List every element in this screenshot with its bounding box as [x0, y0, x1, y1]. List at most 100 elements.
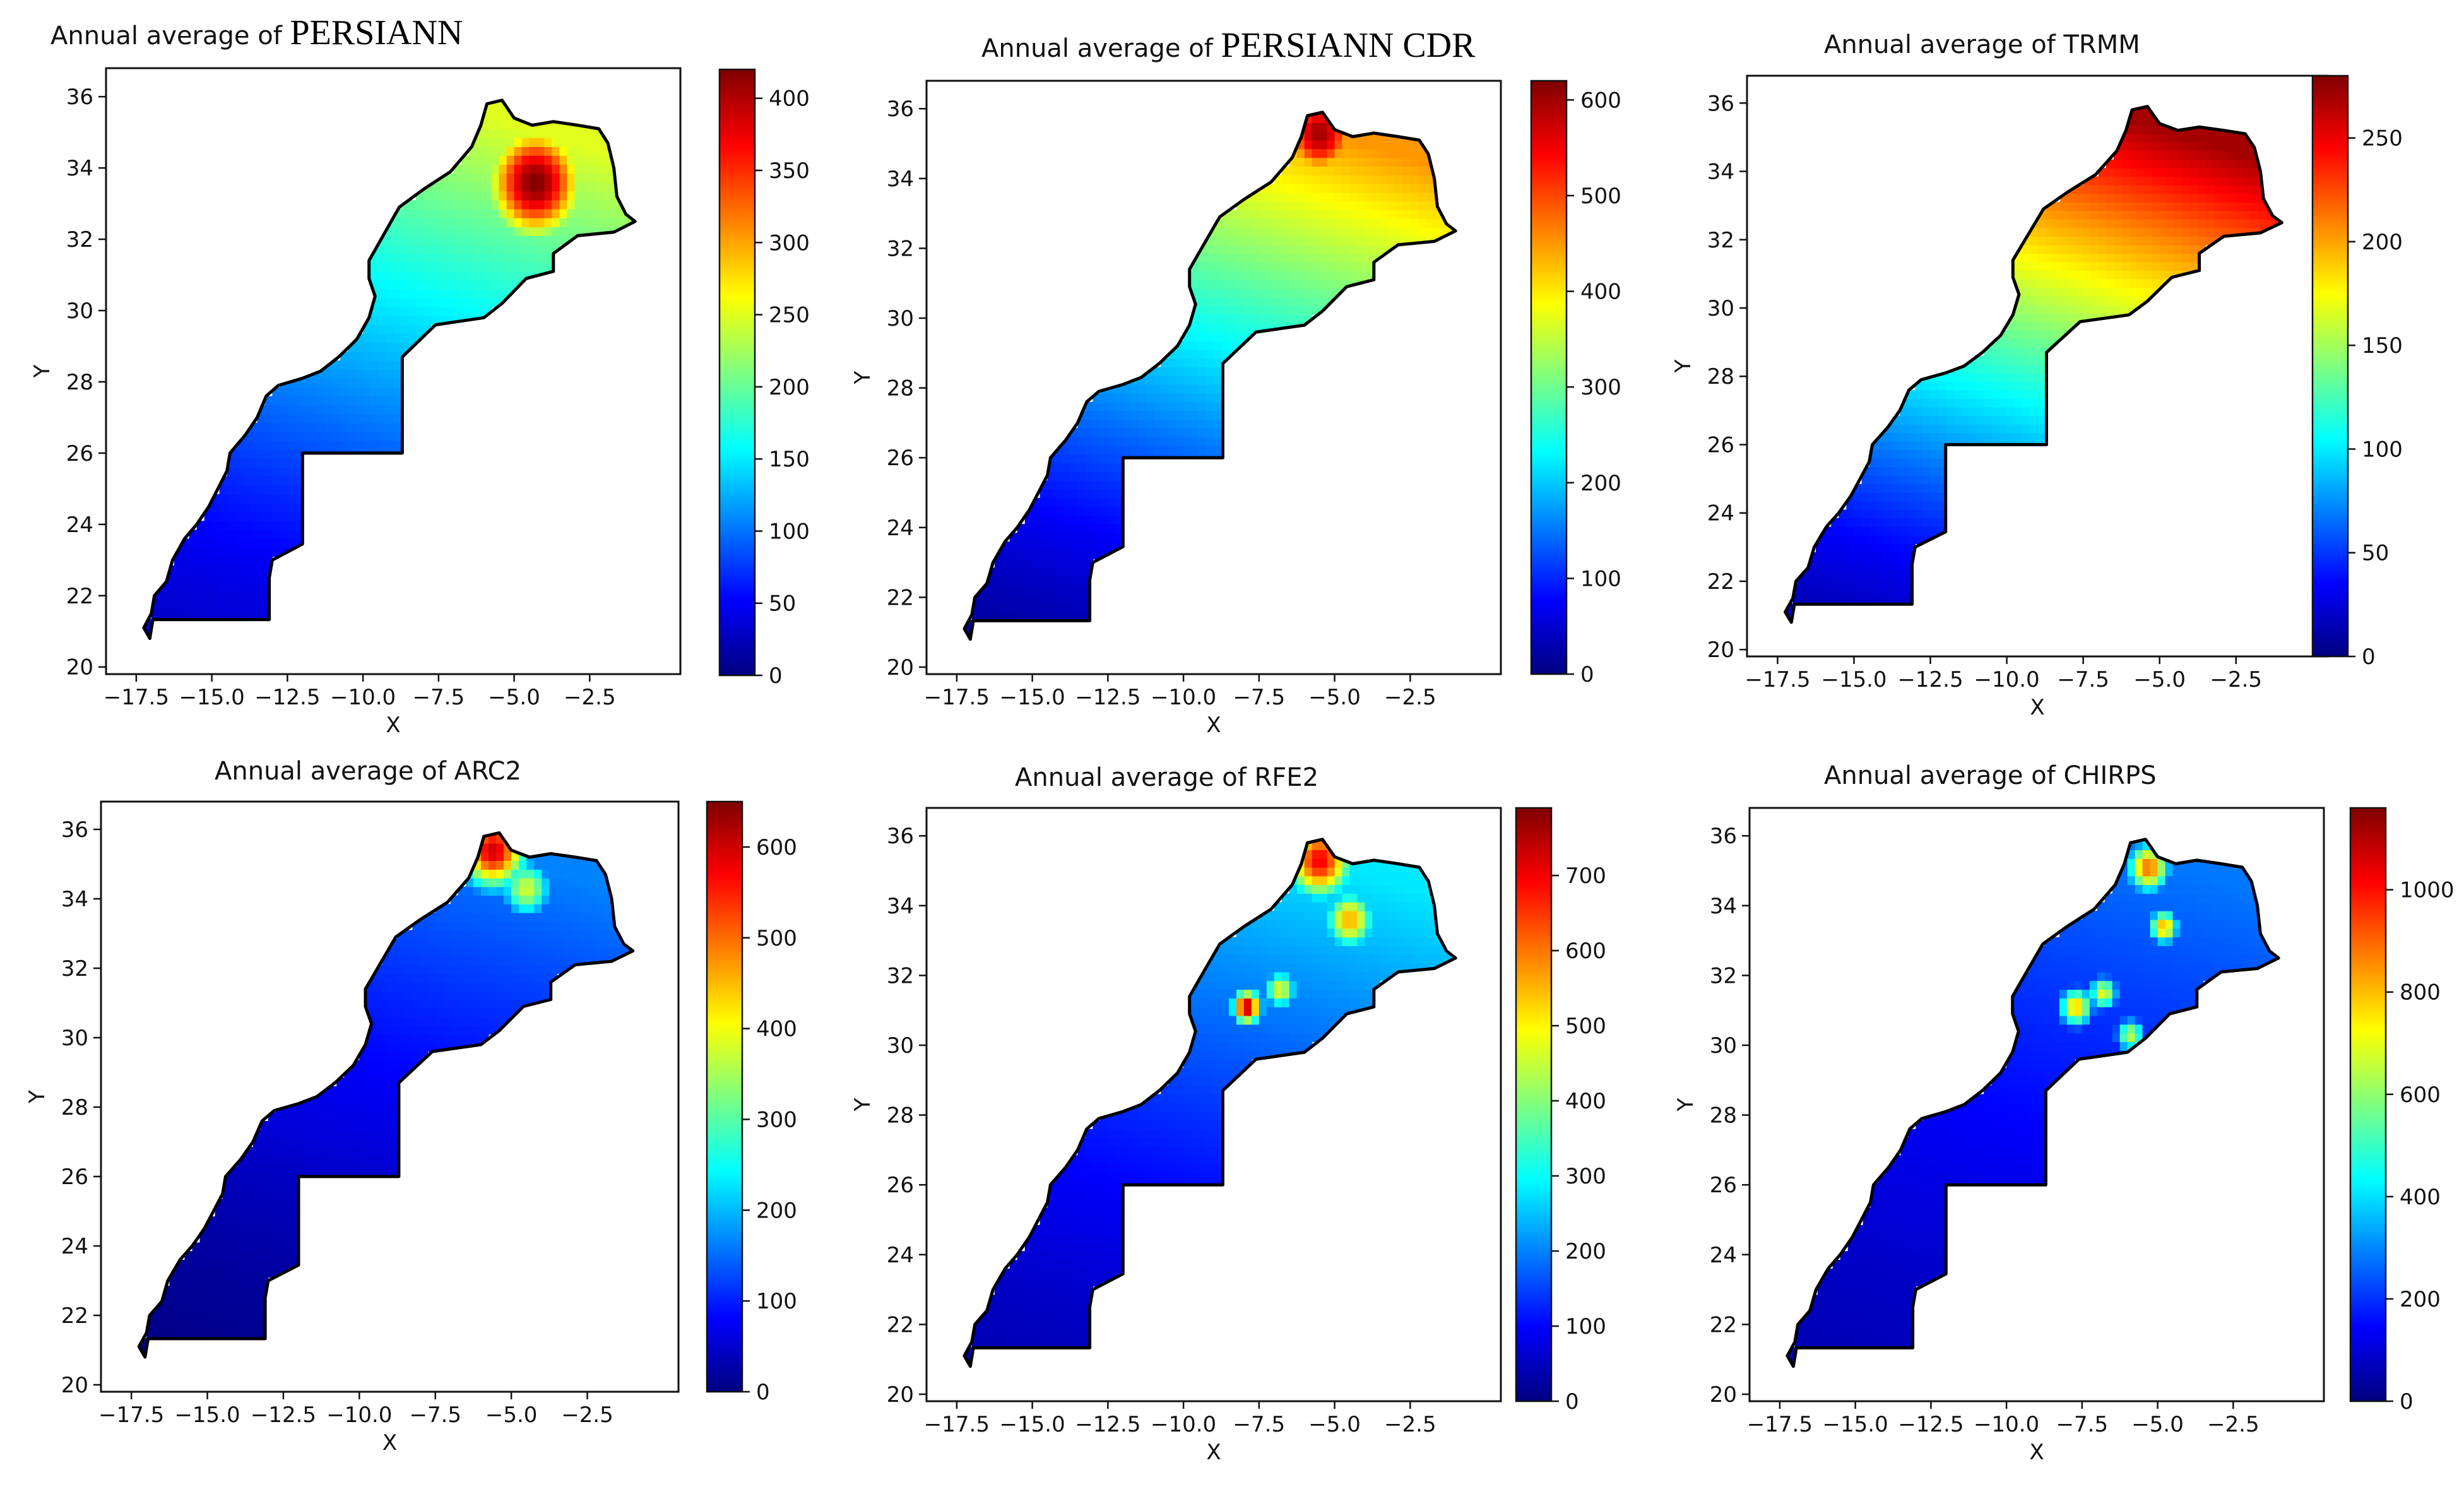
grid-cell: [1296, 280, 1305, 289]
grid-cell: [1922, 424, 1931, 434]
grid-cell: [2121, 304, 2129, 314]
grid-cell: [491, 280, 500, 290]
grid-cell: [257, 530, 266, 539]
grid-cell: [1115, 524, 1123, 533]
grid-cell: [1115, 1233, 1123, 1243]
grid-cell: [994, 593, 1003, 603]
grid-cell: [473, 947, 482, 957]
grid-cell: [435, 1025, 444, 1035]
grid-cell: [458, 999, 466, 1009]
grid-cell: [1884, 509, 1893, 519]
grid-cell: [605, 164, 613, 174]
grid-cell: [1032, 515, 1041, 525]
grid-cell: [189, 610, 198, 620]
grid-cell: [2121, 236, 2129, 246]
grid-cell: [2052, 321, 2061, 331]
grid-cell: [230, 1233, 239, 1243]
grid-cell: [1969, 415, 1977, 425]
grid-cell: [1062, 567, 1071, 577]
grid-cell: [1312, 131, 1320, 141]
grid-cell: [446, 244, 454, 254]
grid-cell: [536, 227, 545, 236]
grid-cell: [1357, 175, 1366, 184]
grid-cell: [374, 1156, 382, 1165]
grid-cell: [2129, 253, 2137, 263]
grid-cell: [1334, 157, 1343, 167]
grid-cell: [1319, 157, 1328, 167]
grid-cell: [491, 209, 500, 218]
grid-cell: [1176, 358, 1184, 367]
grid-cell: [1892, 449, 1900, 459]
grid-cell: [496, 851, 504, 862]
grid-cell: [1070, 463, 1079, 472]
grid-cell: [1040, 567, 1048, 577]
grid-cell: [227, 565, 235, 575]
grid-cell: [184, 1295, 192, 1304]
grid-cell: [1070, 1260, 1079, 1269]
grid-cell: [1228, 340, 1237, 350]
grid-cell: [1266, 218, 1275, 228]
grid-cell: [348, 396, 356, 406]
grid-cell: [1418, 148, 1426, 158]
grid-cell: [2251, 193, 2260, 203]
grid-cell: [430, 280, 439, 290]
grid-cell: [1062, 559, 1071, 568]
grid-cell: [204, 530, 213, 539]
grid-cell: [2022, 330, 2030, 340]
grid-cell: [1085, 419, 1093, 429]
grid-cell: [1123, 401, 1131, 412]
grid-cell: [1892, 458, 1900, 468]
grid-cell: [1085, 471, 1093, 481]
grid-cell: [2083, 253, 2092, 263]
grid-cell: [458, 904, 466, 913]
grid-cell: [1199, 445, 1207, 455]
grid-cell: [572, 947, 580, 957]
grid-cell: [468, 218, 477, 227]
grid-cell: [219, 485, 228, 495]
grid-cell: [1176, 419, 1184, 429]
grid-cell: [450, 904, 459, 913]
grid-cell: [442, 1017, 451, 1026]
grid-cell: [1854, 586, 1863, 596]
grid-cell: [257, 458, 266, 468]
grid-cell: [177, 1268, 185, 1278]
grid-cell: [1266, 201, 1275, 211]
grid-cell: [476, 262, 485, 272]
grid-cell: [264, 449, 273, 459]
grid-cell: [287, 512, 295, 521]
grid-cell: [199, 1312, 208, 1321]
y-tick-label: 28: [61, 1095, 88, 1120]
grid-cell: [1395, 157, 1403, 167]
grid-cell: [506, 218, 515, 227]
grid-cell: [1228, 236, 1237, 246]
grid-cell: [1296, 314, 1305, 324]
grid-cell: [549, 886, 557, 896]
grid-cell: [519, 956, 527, 966]
grid-cell: [423, 244, 432, 254]
grid-cell: [1387, 218, 1395, 228]
grid-cell: [2121, 210, 2129, 220]
grid-cell: [1372, 227, 1380, 237]
grid-cell: [2183, 176, 2191, 186]
grid-cell: [397, 1052, 406, 1061]
grid-cell: [1115, 1172, 1123, 1182]
grid-cell: [2029, 296, 2038, 305]
grid-cell: [397, 1043, 406, 1052]
grid-cell: [1024, 567, 1033, 577]
grid-cell: [1900, 466, 1908, 476]
grid-cell: [1365, 184, 1373, 193]
grid-cell: [1991, 364, 2000, 374]
grid-cell: [499, 262, 507, 272]
grid-cell: [1161, 1103, 1169, 1112]
grid-cell: [378, 432, 386, 441]
grid-cell: [587, 869, 596, 879]
grid-cell: [442, 921, 451, 931]
grid-cell: [264, 538, 273, 548]
grid-cell: [1138, 1137, 1146, 1147]
grid-cell: [1176, 1120, 1184, 1130]
grid-cell: [1930, 398, 1939, 408]
grid-cell: [986, 602, 995, 612]
grid-cell: [1077, 559, 1086, 568]
grid-cell: [389, 964, 398, 974]
grid-cell: [260, 1207, 269, 1217]
